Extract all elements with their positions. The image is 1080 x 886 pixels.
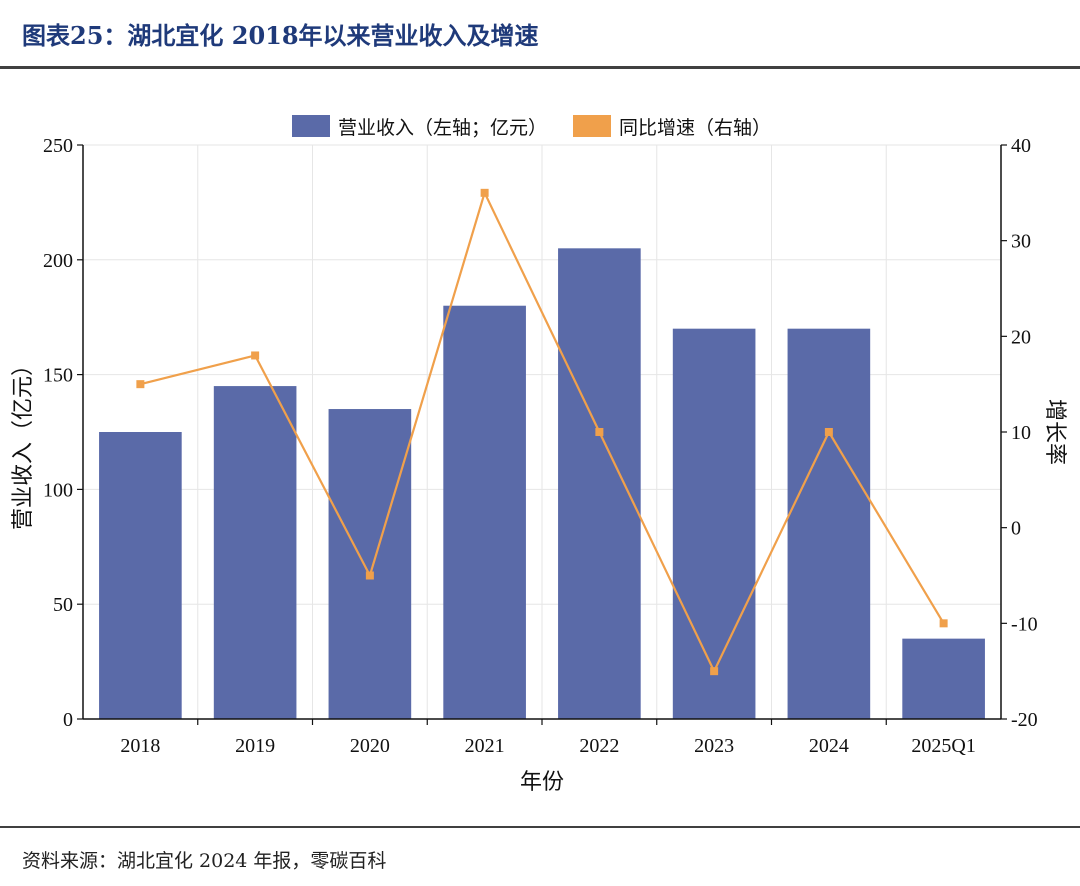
bottom-rule — [0, 826, 1080, 828]
y2-tick-label: 40 — [1011, 135, 1031, 157]
combo-chart: 0 50 100 150 200 250 -20 -10 0 10 20 30 40 2018 2019 20… — [11, 115, 1067, 795]
y-axis-title: 营业收入（亿元） — [11, 354, 36, 530]
bar — [558, 248, 641, 719]
y-tick-label: 50 — [53, 594, 73, 616]
x-tick-label: 2022 — [579, 735, 619, 757]
axes: 0 50 100 150 200 250 -20 -10 0 10 20 30 40 2018 2019 20… — [43, 135, 1038, 757]
growth-line — [140, 189, 945, 674]
line-series — [136, 188, 948, 676]
y2-tick-label: -10 — [1011, 613, 1038, 635]
bar — [902, 638, 985, 719]
x-tick-label: 2018 — [120, 735, 160, 757]
y2-axis-title: 增长率 — [1042, 399, 1067, 465]
growth-point — [595, 428, 604, 436]
y2-tick-label: 30 — [1011, 231, 1031, 253]
growth-point — [939, 619, 948, 628]
legend-line-swatch — [573, 115, 611, 137]
y2-tick-label: -20 — [1011, 709, 1038, 731]
growth-point — [365, 571, 374, 580]
legend-line-label: 同比增速（右轴） — [619, 117, 771, 139]
legend: 营业收入（左轴；亿元） 同比增速（右轴） — [292, 115, 771, 139]
y-tick-label: 0 — [63, 709, 73, 731]
y-tick-label: 250 — [43, 135, 73, 157]
x-tick-label: 2025Q1 — [911, 735, 975, 757]
y-tick-label: 200 — [43, 250, 73, 272]
x-tick-label: 2023 — [694, 735, 734, 757]
bar — [443, 305, 526, 719]
bar — [672, 328, 756, 719]
growth-point — [710, 667, 719, 676]
y2-tick-label: 20 — [1011, 326, 1031, 348]
figure-title: 图表25：湖北宜化 2018年以来营业收入及增速 — [22, 21, 539, 50]
growth-point — [480, 188, 489, 197]
x-tick-label: 2021 — [465, 735, 505, 757]
growth-point — [824, 428, 833, 436]
bar-series — [99, 248, 985, 719]
bar — [787, 328, 871, 719]
y-tick-label: 100 — [43, 479, 73, 501]
x-tick-label: 2019 — [235, 735, 275, 757]
y2-tick-label: 10 — [1011, 422, 1031, 444]
x-tick-label: 2024 — [809, 735, 849, 757]
bar — [99, 432, 182, 719]
legend-bar-label: 营业收入（左轴；亿元） — [338, 117, 547, 139]
source-note: 资料来源：湖北宜化 2024 年报，零碳百科 — [22, 850, 387, 872]
y-tick-label: 150 — [43, 365, 73, 387]
x-tick-label: 2020 — [350, 735, 390, 757]
y2-tick-label: 0 — [1011, 518, 1021, 540]
growth-point — [251, 351, 260, 360]
top-rule — [0, 66, 1080, 69]
bar — [328, 409, 412, 719]
legend-bar-swatch — [292, 115, 330, 137]
bar — [213, 386, 297, 719]
growth-point — [136, 380, 145, 389]
x-axis-title: 年份 — [520, 770, 564, 795]
